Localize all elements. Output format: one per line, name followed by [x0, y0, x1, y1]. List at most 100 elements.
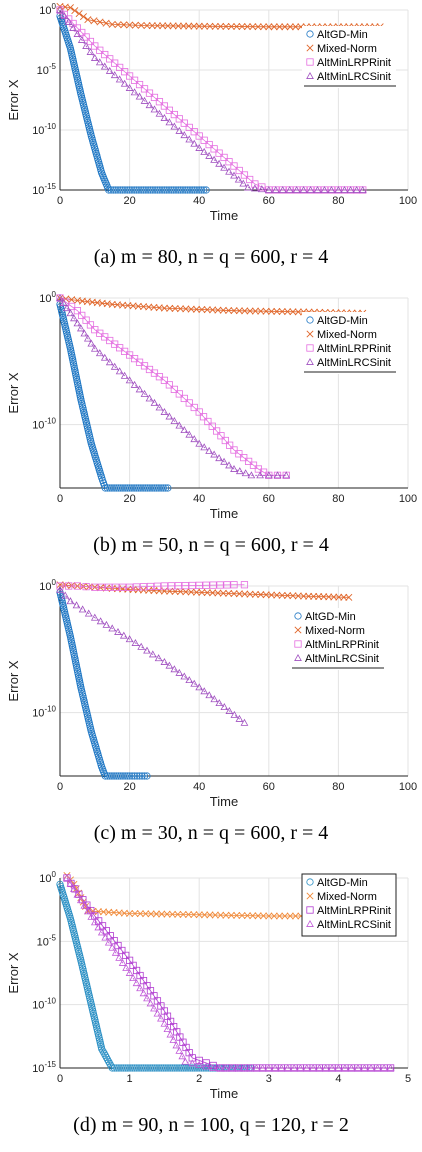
data-point — [104, 938, 113, 946]
data-point — [77, 35, 86, 43]
data-point — [86, 47, 95, 55]
series-altgd-min — [56, 300, 172, 492]
data-point — [245, 457, 253, 465]
data-point — [205, 140, 213, 149]
data-point — [277, 1063, 286, 1071]
y-tick-label: 100 — [39, 870, 56, 885]
data-point — [214, 306, 222, 314]
data-point — [82, 33, 90, 41]
x-tick-label: 0 — [57, 493, 63, 505]
data-point — [278, 308, 286, 316]
data-point — [197, 1064, 206, 1072]
data-point — [281, 23, 289, 31]
y-axis-label: Error X — [6, 952, 21, 994]
data-point — [195, 132, 203, 140]
data-point — [94, 923, 103, 931]
data-point — [121, 68, 129, 76]
data-point — [195, 22, 203, 30]
data-point — [165, 106, 173, 114]
data-point — [145, 89, 154, 97]
data-point — [180, 119, 188, 127]
data-point — [289, 592, 297, 600]
data-point — [145, 394, 154, 402]
data-point — [273, 471, 282, 479]
data-point — [334, 185, 343, 193]
data-point — [195, 439, 204, 447]
data-point — [180, 131, 189, 139]
data-point — [90, 53, 99, 61]
data-point — [135, 80, 144, 89]
data-point — [56, 582, 64, 590]
legend-label: Mixed-Norm — [317, 43, 377, 55]
data-point — [199, 413, 208, 421]
data-point — [87, 912, 96, 920]
panel-c: 0 20 40 60 80 100 100 10-10 Time Error X AltGD-Min… — [0, 576, 422, 864]
data-point — [328, 1063, 336, 1071]
data-point — [101, 50, 109, 59]
data-point — [209, 589, 217, 597]
data-point — [176, 305, 184, 313]
data-point — [108, 624, 117, 632]
data-point — [118, 958, 127, 966]
y-tick-label: 10-10 — [32, 417, 56, 432]
data-point — [188, 186, 196, 194]
legend-label: AltMinLRCSinit — [317, 919, 391, 931]
legend-marker — [306, 44, 314, 52]
data-point — [327, 185, 336, 193]
data-point — [174, 910, 182, 918]
data-point — [175, 421, 184, 429]
data-point — [315, 1063, 324, 1071]
data-point — [98, 583, 106, 591]
data-point — [195, 683, 204, 691]
data-point — [210, 155, 218, 163]
series-line — [59, 304, 168, 489]
data-point — [156, 186, 164, 194]
data-point — [265, 912, 273, 920]
data-point — [249, 23, 257, 31]
y-tick-label: 100 — [39, 290, 56, 305]
data-point — [155, 403, 164, 411]
legend-box — [301, 873, 397, 937]
data-point — [146, 582, 155, 591]
data-point — [150, 398, 159, 406]
legend-marker — [306, 330, 314, 338]
data-point — [221, 436, 229, 445]
series-line — [59, 297, 287, 476]
data-point — [145, 101, 154, 109]
data-point — [155, 98, 164, 106]
data-point — [111, 340, 119, 348]
data-point — [202, 1059, 210, 1067]
data-point — [233, 911, 241, 919]
data-point — [71, 885, 79, 893]
data-point — [114, 627, 122, 635]
data-point — [190, 435, 199, 443]
data-point — [135, 385, 144, 393]
data-point — [175, 115, 183, 123]
data-point — [185, 123, 193, 132]
data-point — [130, 186, 138, 194]
data-point — [90, 613, 99, 621]
data-point — [190, 128, 198, 136]
x-tick-label: 60 — [263, 781, 275, 793]
legend-label: AltGD-Min — [317, 315, 368, 327]
data-point — [160, 186, 168, 194]
data-point — [227, 1063, 236, 1071]
legend-marker — [294, 653, 302, 661]
data-point — [148, 22, 156, 30]
data-point — [185, 22, 193, 30]
series-line — [59, 592, 147, 777]
data-point — [174, 22, 182, 30]
series-altminlrcsinit — [56, 585, 249, 726]
data-point — [126, 772, 134, 780]
data-point — [284, 592, 292, 600]
data-point — [179, 186, 187, 194]
data-point — [219, 306, 227, 314]
data-point — [151, 186, 159, 194]
data-point — [165, 661, 174, 669]
data-point — [121, 186, 129, 194]
data-point — [278, 185, 287, 193]
data-point — [217, 22, 225, 30]
data-point — [225, 461, 233, 469]
data-point — [169, 22, 177, 30]
data-point — [63, 304, 71, 312]
